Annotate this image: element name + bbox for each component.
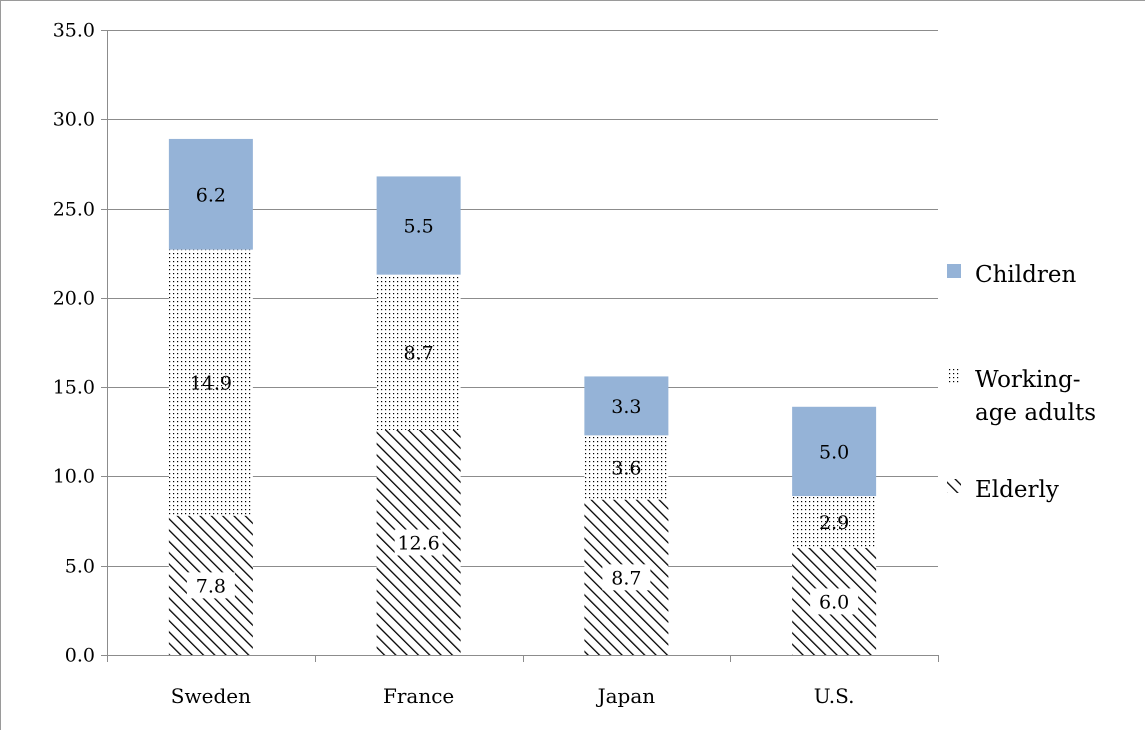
- x-category-label: Sweden: [171, 684, 251, 708]
- data-label: 8.7: [404, 342, 434, 364]
- legend-label: age adults: [975, 400, 1096, 426]
- axes: 0.0 5.0 10.0 15.0 20.0 25.0 30.0 35.0 Sweden Fran…: [53, 20, 939, 708]
- x-category-label: U.S.: [814, 684, 855, 708]
- y-tick-label: 30.0: [53, 109, 95, 131]
- y-tick-label: 10.0: [53, 466, 95, 488]
- data-label: 3.3: [611, 396, 641, 418]
- data-label: 8.7: [611, 567, 641, 589]
- legend-swatch-children: [947, 264, 961, 278]
- y-tick-label: 35.0: [53, 20, 95, 42]
- bar-children-us: [792, 406, 877, 497]
- data-label: 3.6: [611, 458, 641, 480]
- legend: Children Working-age adults Elderly: [947, 262, 1096, 503]
- legend-swatch-elderly: [947, 479, 961, 493]
- data-label: 5.0: [819, 441, 849, 463]
- legend-label: Children: [975, 262, 1076, 288]
- y-tick-label: 0.0: [65, 645, 95, 667]
- bar-working-age-adults-sweden: [168, 249, 253, 516]
- bars: [168, 138, 877, 655]
- data-label-background: [394, 529, 443, 556]
- x-category-label: Japan: [596, 684, 656, 708]
- bar-working-age-adults-france: [376, 274, 461, 430]
- y-tick-label: 20.0: [53, 288, 95, 310]
- data-label-background: [186, 572, 235, 599]
- y-tick-label: 5.0: [65, 556, 95, 578]
- legend-label: Working-: [975, 367, 1081, 393]
- data-label: 6.0: [819, 591, 849, 613]
- data-labels: 7.8 14.9 6.2 12.6 8.7 5.5 8.7 3.6 3.3 6.0 2.9 5.0: [186, 184, 859, 615]
- data-label: 7.8: [196, 575, 226, 597]
- bar-working-age-adults-us: [792, 496, 877, 548]
- legend-swatch-working-age-adults: [947, 369, 961, 383]
- data-label: 5.5: [404, 216, 434, 238]
- bar-children-france: [376, 176, 461, 275]
- y-tick-label: 25.0: [53, 199, 95, 221]
- bar-children-japan: [584, 376, 669, 436]
- data-label: 6.2: [196, 184, 226, 206]
- data-label: 2.9: [819, 512, 849, 534]
- y-tick-label: 15.0: [53, 377, 95, 399]
- data-label: 12.6: [397, 533, 439, 555]
- data-label-background: [602, 564, 651, 591]
- bar-children-sweden: [168, 138, 253, 250]
- legend-label: Elderly: [975, 477, 1059, 503]
- data-label-background: [810, 588, 859, 615]
- data-label: 14.9: [190, 373, 232, 395]
- bar-working-age-adults-japan: [584, 435, 669, 500]
- x-category-label: France: [383, 684, 454, 708]
